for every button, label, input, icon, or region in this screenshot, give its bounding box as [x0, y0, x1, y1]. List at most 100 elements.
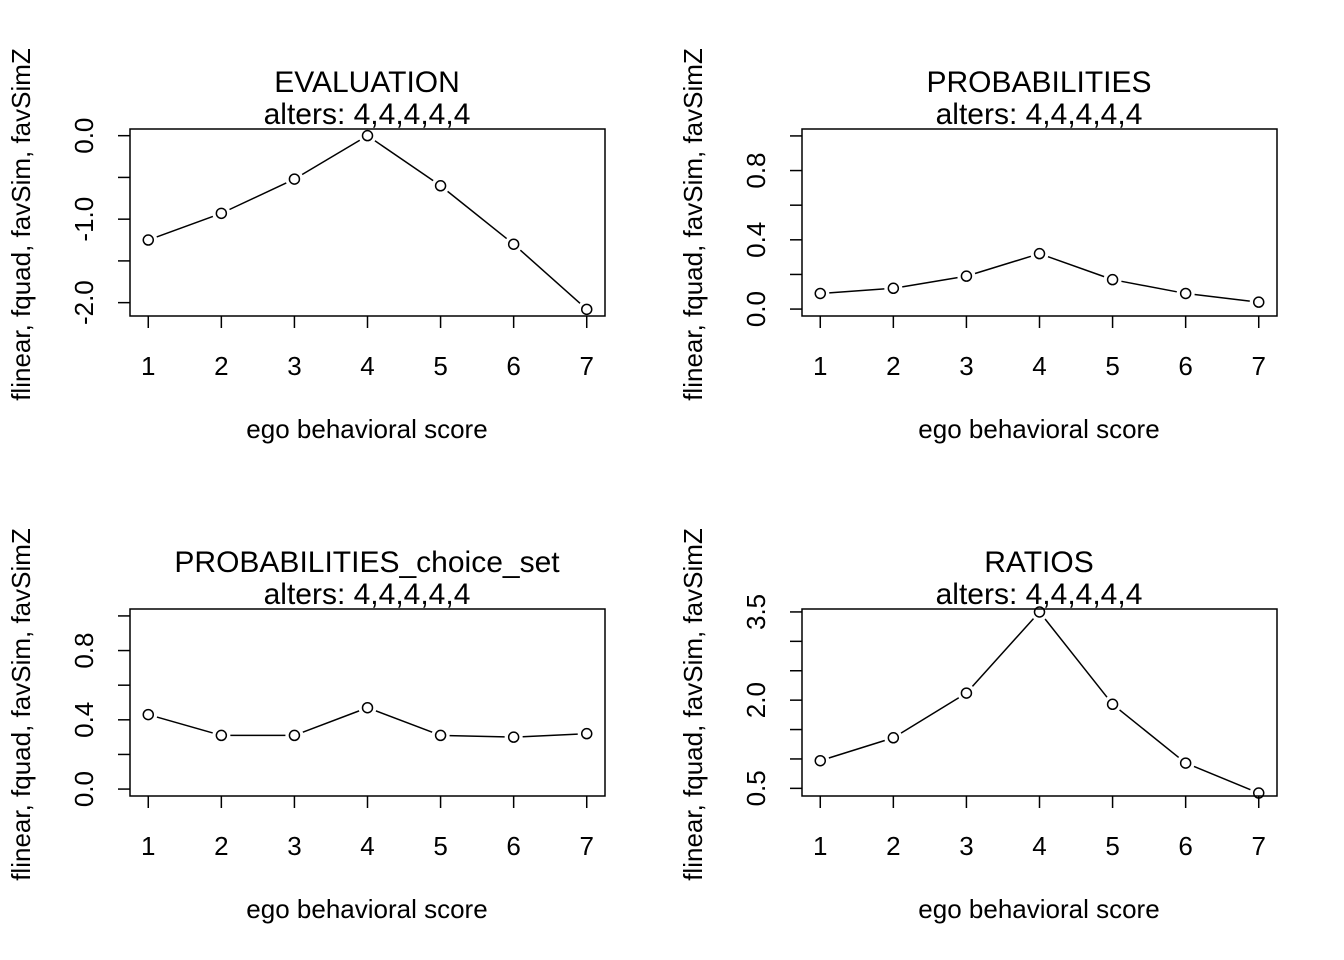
chart-subtitle: alters: 4,4,4,4,4: [936, 98, 1143, 131]
x-tick-label: 3: [287, 831, 301, 861]
series-line-segment: [828, 739, 885, 759]
data-point: [1106, 698, 1119, 711]
y-tick-label: 0.4: [69, 702, 99, 738]
x-tick-label: 2: [886, 831, 900, 861]
series-line-segment: [1121, 280, 1177, 293]
data-point: [1179, 287, 1192, 300]
x-axis-label: ego behavioral score: [918, 894, 1159, 924]
series-line-segment: [374, 140, 434, 182]
series-line-segment: [1044, 618, 1108, 698]
y-tick-label: 0.4: [741, 222, 771, 258]
y-tick-label: 0.0: [69, 771, 99, 807]
plot-frame: [129, 128, 606, 317]
x-tick-label: 5: [433, 351, 447, 381]
x-tick-label: 7: [1251, 831, 1265, 861]
x-tick-label: 5: [433, 831, 447, 861]
x-tick-label: 4: [1032, 351, 1046, 381]
x-tick-label: 4: [360, 831, 374, 861]
x-tick-label: 4: [1032, 831, 1046, 861]
data-point: [1252, 296, 1265, 308]
series-line-segment: [449, 734, 505, 738]
chart-subtitle: alters: 4,4,4,4,4: [264, 98, 471, 131]
series-line-segment: [1193, 765, 1251, 791]
series-line-segment: [902, 276, 958, 288]
x-tick-label: 1: [141, 351, 155, 381]
x-tick-label: 2: [214, 831, 228, 861]
data-point: [434, 729, 447, 742]
data-point: [960, 687, 973, 699]
y-tick-label: 0.8: [741, 152, 771, 188]
series-line-segment: [522, 733, 578, 738]
y-axis-label: flinear, fquad, favSim, favSimZ: [678, 48, 708, 401]
data-point: [215, 207, 228, 220]
data-point: [1179, 757, 1192, 769]
series-line-segment: [229, 182, 287, 211]
series-line-segment: [974, 255, 1032, 275]
x-tick-label: 1: [141, 831, 155, 861]
x-tick-label: 7: [1251, 351, 1265, 381]
series-line-segment: [519, 249, 581, 304]
series-line-segment: [1194, 293, 1250, 302]
data-point: [142, 708, 155, 721]
x-axis-label: ego behavioral score: [246, 894, 487, 924]
x-tick-label: 6: [506, 831, 520, 861]
y-tick-label: 0.5: [741, 770, 771, 806]
series-line-segment: [156, 215, 214, 238]
series-line-segment: [301, 139, 361, 176]
x-tick-label: 3: [287, 351, 301, 381]
data-point: [215, 729, 228, 742]
series-line-segment: [1119, 709, 1180, 759]
x-tick-label: 2: [886, 351, 900, 381]
y-tick-label: 0.0: [69, 118, 99, 154]
plot-frame: [801, 128, 1278, 317]
x-tick-label: 7: [579, 351, 593, 381]
data-point: [814, 287, 827, 300]
data-point: [288, 729, 301, 742]
y-tick-label: 2.0: [741, 682, 771, 718]
y-tick-label: -2.0: [69, 280, 99, 325]
series-line-segment: [375, 710, 433, 733]
x-tick-label: 6: [1178, 351, 1192, 381]
data-point: [1106, 273, 1119, 286]
data-point: [814, 754, 827, 767]
x-tick-label: 6: [506, 351, 520, 381]
chart-title: EVALUATION: [274, 66, 460, 99]
data-point: [1033, 606, 1046, 618]
data-point: [887, 282, 900, 295]
data-point: [142, 234, 155, 246]
data-point: [361, 701, 374, 714]
x-tick-label: 3: [959, 831, 973, 861]
data-point: [434, 180, 447, 192]
x-tick-label: 7: [579, 831, 593, 861]
x-tick-label: 1: [813, 831, 827, 861]
y-tick-label: 0.8: [69, 632, 99, 668]
x-tick-label: 4: [360, 351, 374, 381]
x-tick-label: 5: [1105, 831, 1119, 861]
data-point: [887, 732, 900, 744]
x-tick-label: 5: [1105, 351, 1119, 381]
data-point: [580, 727, 593, 740]
data-point: [960, 270, 973, 282]
plot-frame: [801, 608, 1278, 797]
series-line-segment: [1047, 255, 1105, 278]
data-point: [288, 173, 301, 185]
x-tick-label: 2: [214, 351, 228, 381]
data-point: [580, 303, 593, 316]
x-tick-label: 1: [813, 351, 827, 381]
y-axis-label: flinear, fquad, favSim, favSimZ: [6, 528, 36, 881]
series-line-segment: [900, 697, 960, 734]
series-line-segment: [302, 710, 360, 733]
chart-title: PROBABILITIES: [926, 66, 1151, 99]
x-tick-label: 6: [1178, 831, 1192, 861]
chart-subtitle: alters: 4,4,4,4,4: [936, 578, 1143, 611]
chart-title: PROBABILITIES_choice_set: [174, 546, 560, 579]
chart-title: RATIOS: [984, 546, 1093, 579]
y-tick-label: -1.0: [69, 197, 99, 242]
data-point: [507, 238, 520, 250]
series-line-segment: [447, 190, 508, 240]
